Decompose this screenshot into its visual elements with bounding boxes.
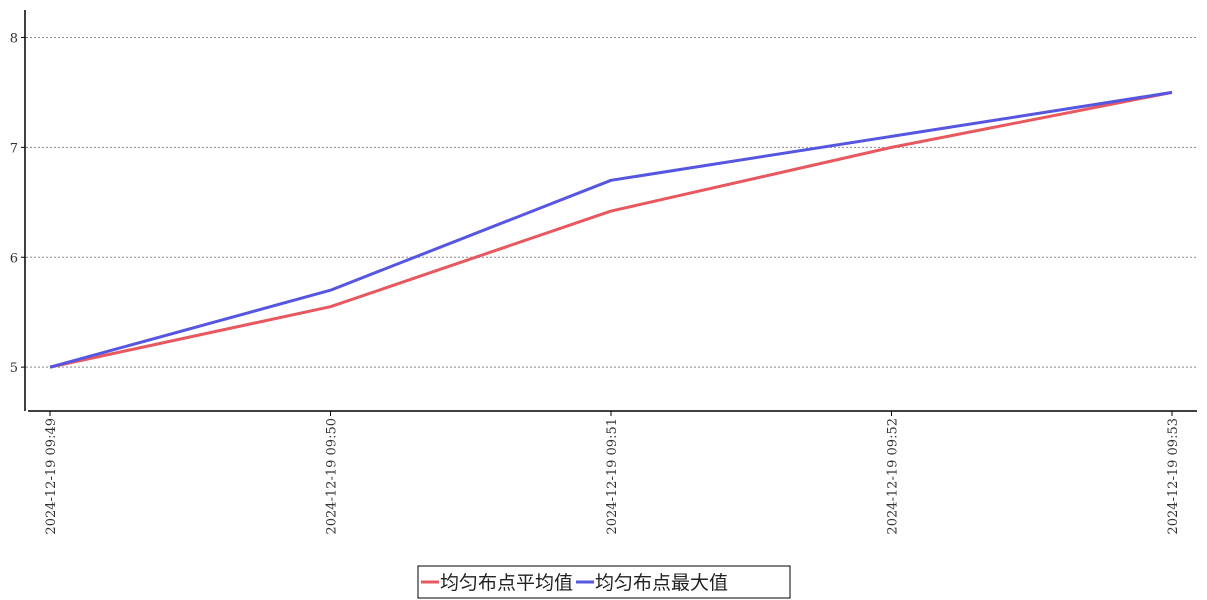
x-tick-label: 2024-12-19 09:52 xyxy=(886,418,901,535)
x-tick-label: 2024-12-19 09:49 xyxy=(44,418,59,535)
legend: 均匀布点平均值 均匀布点最大值 xyxy=(417,565,791,599)
y-tick-label: 5 xyxy=(10,361,18,376)
series-line xyxy=(49,90,1173,369)
series-line xyxy=(49,90,1173,369)
legend-box xyxy=(417,565,791,599)
x-tick-label: 2024-12-19 09:51 xyxy=(605,418,620,535)
y-tick-label: 8 xyxy=(10,31,18,46)
y-tick-label: 7 xyxy=(10,141,18,156)
legend-label: 均匀布点最大值 xyxy=(595,572,728,594)
x-tick-label: 2024-12-19 09:53 xyxy=(1166,418,1181,535)
legend-label: 均匀布点平均值 xyxy=(440,572,573,594)
x-tick-label: 2024-12-19 09:50 xyxy=(325,418,340,535)
y-tick-label: 6 xyxy=(10,251,18,266)
